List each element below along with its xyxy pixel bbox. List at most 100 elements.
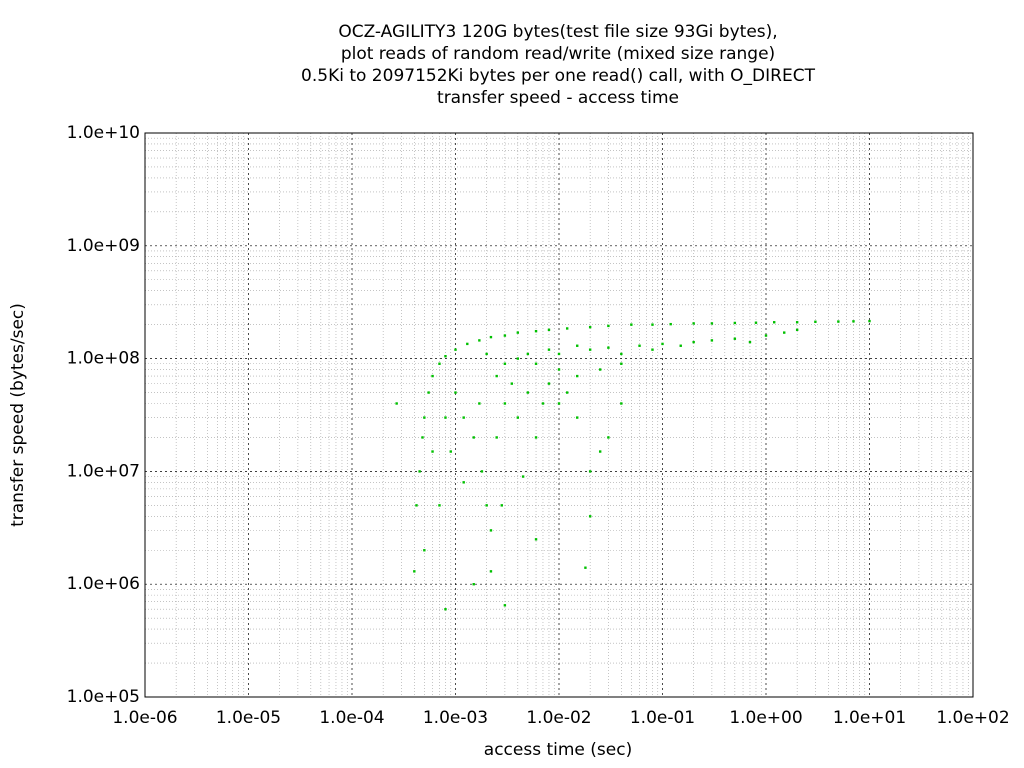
x-tick-label: 1.0e-04	[319, 708, 384, 728]
data-point	[503, 402, 507, 405]
data-point	[516, 416, 520, 419]
x-tick-label: 1.0e-01	[630, 708, 695, 728]
x-tick-label: 1.0e-02	[526, 708, 591, 728]
data-point	[418, 470, 421, 473]
data-point	[557, 352, 561, 356]
data-point	[565, 391, 569, 394]
data-point	[423, 416, 426, 419]
data-point	[489, 335, 493, 339]
data-point	[534, 362, 538, 365]
data-point	[588, 470, 592, 473]
data-point	[620, 352, 623, 356]
data-point	[868, 319, 871, 323]
data-point	[444, 355, 447, 358]
data-point	[541, 402, 545, 405]
data-point	[710, 339, 714, 342]
data-point	[547, 328, 551, 332]
data-point	[783, 331, 786, 334]
data-point	[516, 357, 520, 360]
data-point	[478, 339, 481, 342]
x-tick-label: 1.0e-03	[423, 708, 488, 728]
y-tick-label: 1.0e+10	[67, 123, 140, 143]
data-point	[444, 416, 447, 419]
chart-title: transfer speed - access time	[437, 88, 679, 108]
data-point	[852, 320, 855, 323]
data-point	[547, 382, 551, 385]
data-point	[651, 323, 654, 326]
data-point	[495, 436, 498, 439]
data-point	[489, 529, 493, 532]
data-point	[547, 348, 551, 351]
data-point	[795, 321, 799, 324]
data-point	[431, 450, 434, 453]
data-point	[521, 475, 525, 478]
data-point	[534, 436, 538, 439]
data-point	[772, 321, 776, 324]
x-axis-label: access time (sec)	[484, 740, 632, 760]
data-point	[427, 391, 430, 394]
data-point	[480, 470, 484, 473]
data-point	[630, 323, 633, 326]
data-point	[489, 570, 493, 573]
y-tick-label: 1.0e+05	[67, 687, 140, 707]
data-point	[472, 436, 475, 439]
data-point	[534, 538, 538, 541]
y-tick-label: 1.0e+09	[67, 236, 140, 256]
data-point	[607, 436, 610, 439]
data-point	[607, 324, 610, 328]
chart-title: 0.5Ki to 2097152Ki bytes per one read() …	[301, 66, 816, 86]
data-point	[764, 334, 768, 337]
data-point	[454, 391, 457, 394]
data-point	[462, 416, 465, 419]
data-point	[454, 348, 457, 351]
data-point	[588, 515, 592, 518]
data-point	[588, 348, 592, 351]
data-point	[534, 329, 538, 333]
data-point	[576, 416, 579, 419]
data-point	[413, 570, 416, 573]
data-point	[503, 604, 507, 607]
data-point	[669, 322, 672, 326]
plot-frame	[144, 132, 974, 698]
x-tick-label: 1.0e+02	[936, 708, 1009, 728]
data-point	[431, 374, 434, 378]
data-point	[472, 583, 475, 586]
data-point	[438, 362, 441, 365]
data-point	[503, 334, 507, 337]
data-point	[466, 342, 469, 346]
data-point	[620, 362, 623, 365]
data-point	[516, 331, 520, 334]
data-point	[607, 346, 610, 349]
data-point	[584, 566, 587, 569]
data-point	[526, 391, 530, 394]
data-point	[598, 450, 602, 453]
data-point	[754, 321, 758, 324]
data-point	[485, 504, 488, 507]
y-tick-label: 1.0e+07	[67, 461, 140, 481]
data-point	[692, 340, 695, 344]
y-axis-label: transfer speed (bytes/sec)	[8, 303, 28, 527]
data-point	[500, 504, 503, 507]
data-point	[478, 402, 481, 405]
data-point	[485, 352, 488, 356]
data-point	[710, 322, 714, 325]
data-point	[449, 450, 452, 453]
data-point	[526, 352, 530, 356]
data-point	[444, 608, 447, 611]
data-point	[495, 374, 498, 378]
data-point	[620, 402, 623, 405]
chart-title: plot reads of random read/write (mixed s…	[341, 44, 775, 64]
data-point	[814, 320, 817, 323]
data-point	[638, 344, 641, 347]
x-tick-label: 1.0e-06	[112, 708, 177, 728]
data-point	[423, 549, 426, 552]
data-point	[415, 504, 418, 507]
data-point	[557, 402, 561, 405]
data-point	[651, 348, 654, 351]
chart-title: OCZ-AGILITY3 120G bytes(test file size 9…	[338, 22, 777, 42]
y-tick-label: 1.0e+06	[67, 574, 140, 594]
data-point	[576, 344, 579, 347]
data-point	[733, 321, 737, 325]
